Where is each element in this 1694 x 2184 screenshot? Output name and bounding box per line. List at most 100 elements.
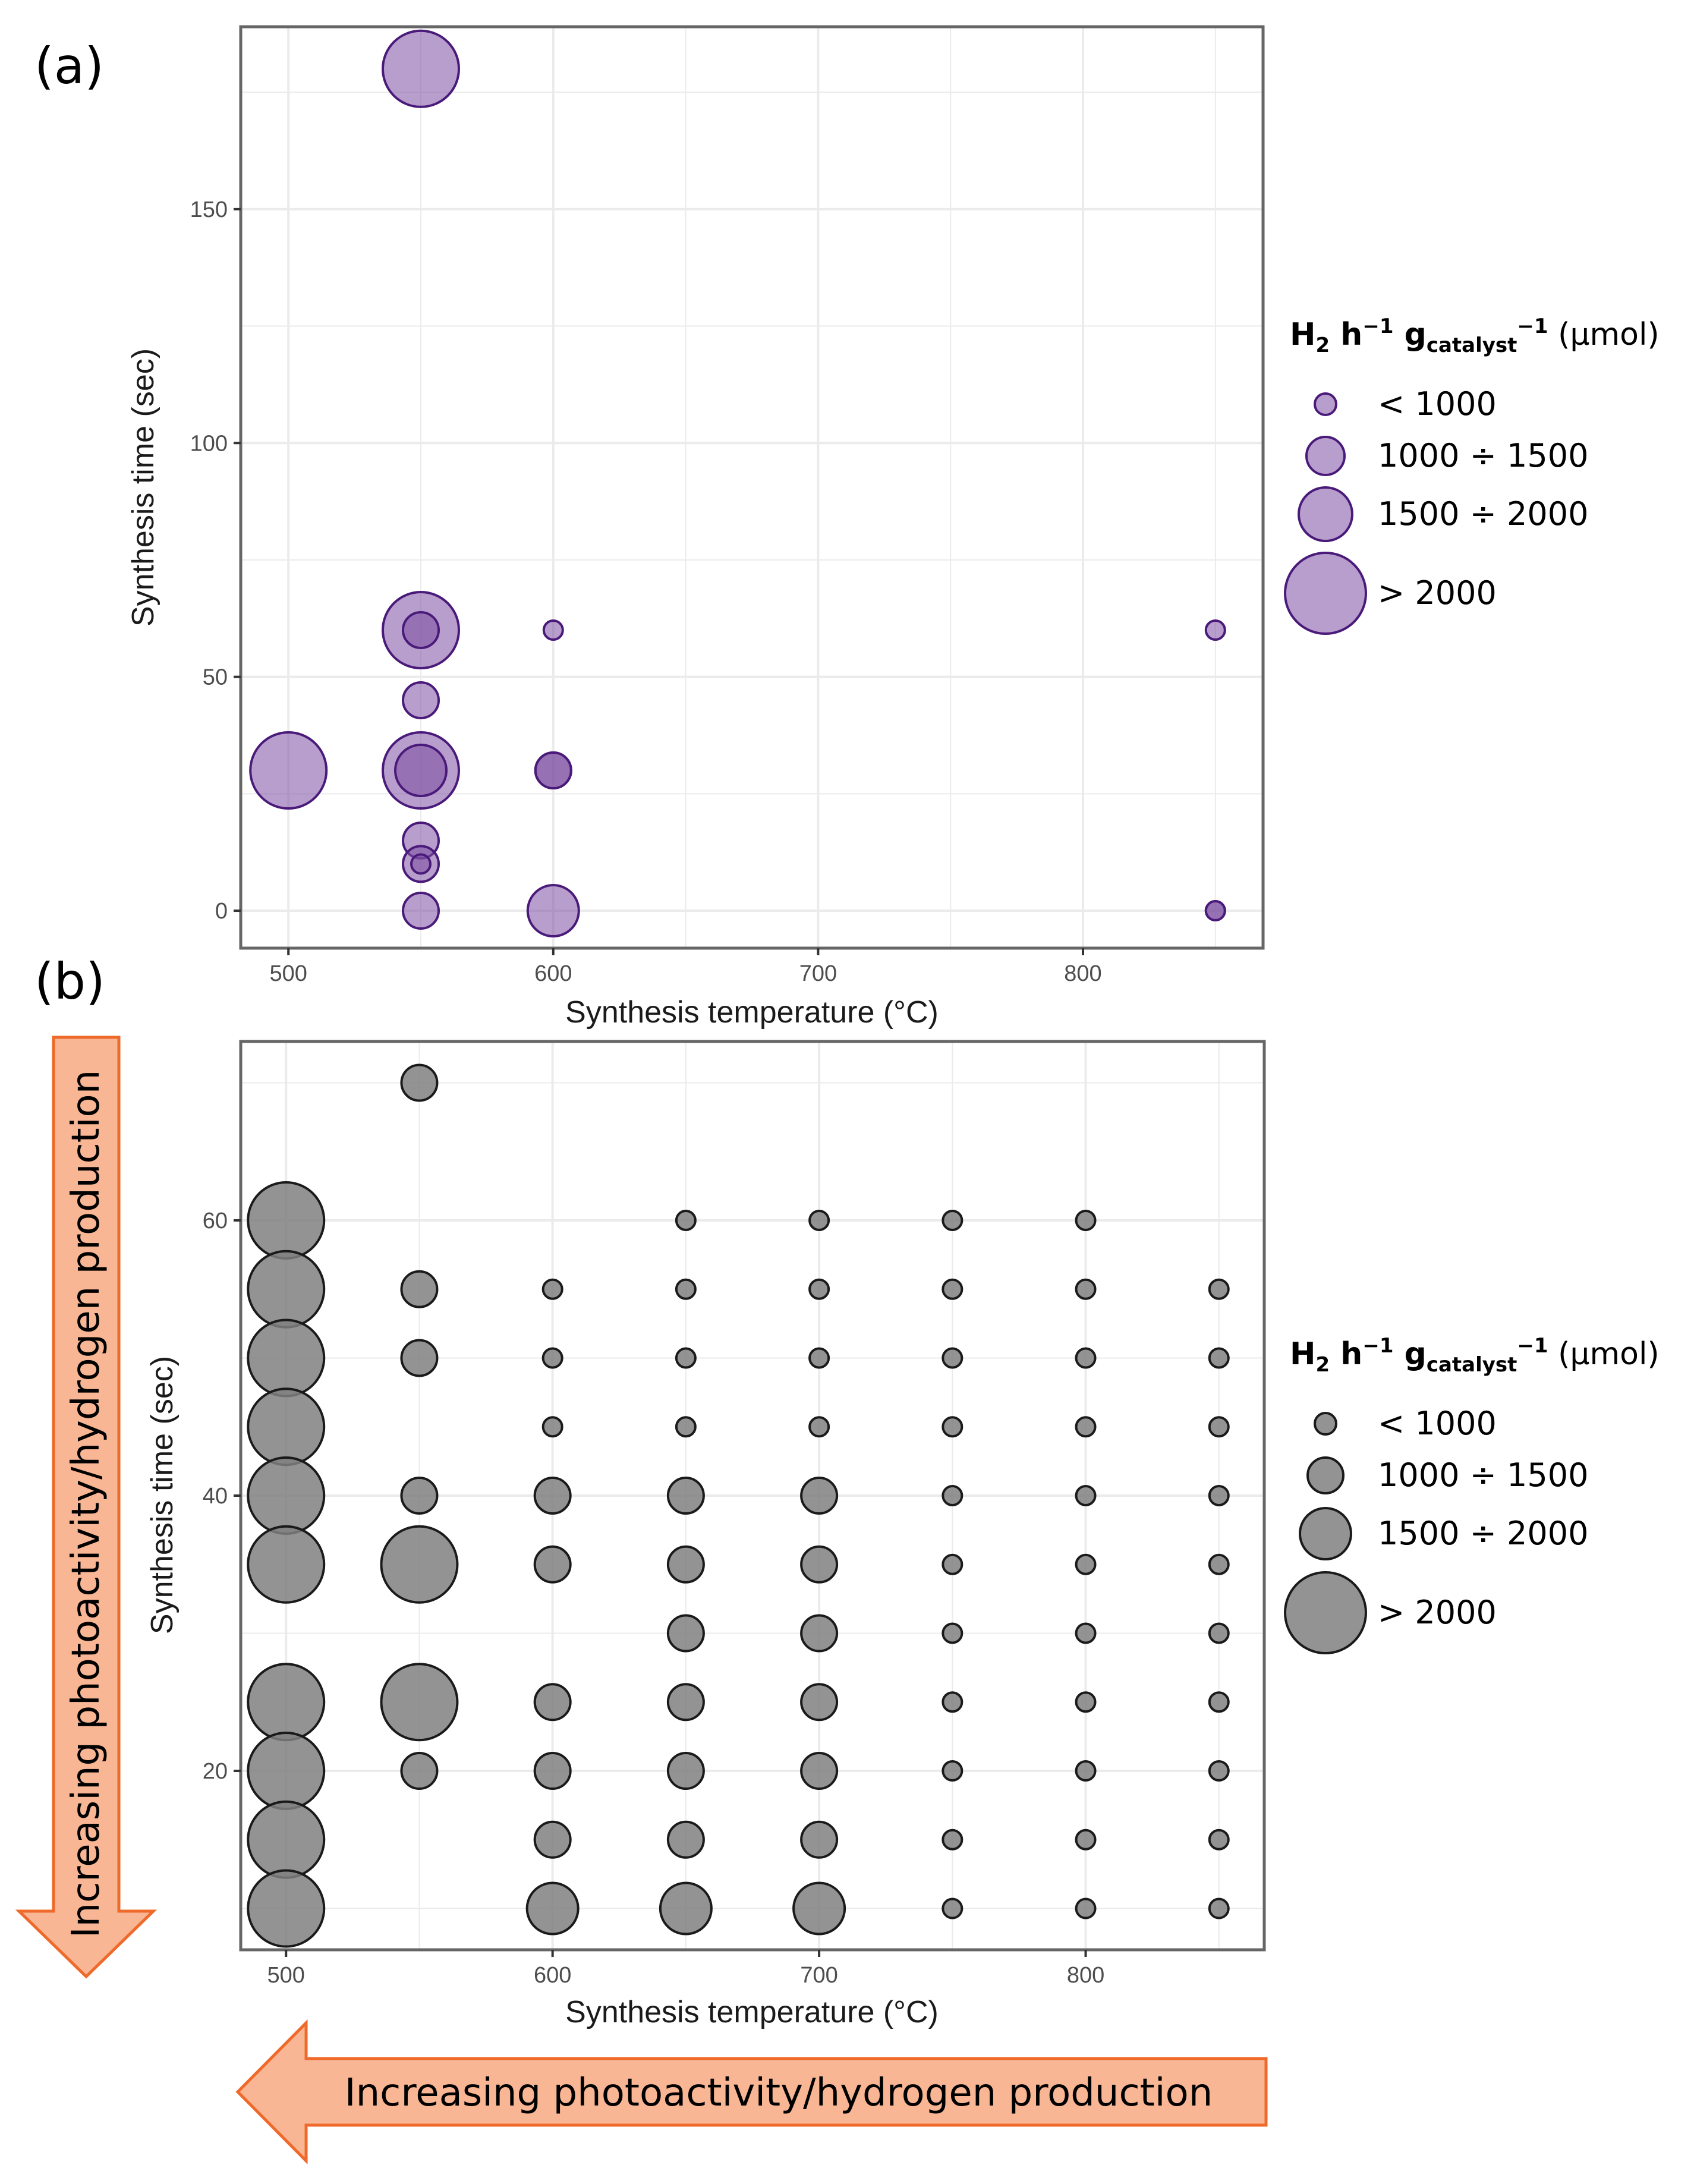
data-point: [1208, 1829, 1230, 1851]
legend-title-part: (μmol): [1548, 317, 1660, 353]
data-point: [800, 1683, 839, 1722]
data-point: [675, 1278, 697, 1300]
data-point: [666, 1614, 705, 1653]
horizontal-arrow-label: Increasing photoactivity/hydrogen produc…: [345, 2071, 1213, 2115]
data-point: [1208, 1416, 1230, 1438]
data-point: [808, 1416, 830, 1438]
legend-title-part: H: [1290, 1336, 1316, 1372]
data-point: [541, 1278, 563, 1300]
tick-label-y: 100: [190, 431, 228, 456]
legend-title-part: catalyst: [1427, 1353, 1517, 1377]
data-point: [666, 1820, 705, 1859]
vertical-arrow-shape: [15, 1036, 158, 1979]
legend-label: 1000 ÷ 1500: [1378, 1456, 1588, 1494]
panel-a-points: [249, 29, 1226, 938]
data-point: [800, 1545, 839, 1584]
data-point: [1075, 1278, 1097, 1300]
data-point: [942, 1416, 963, 1438]
legend-title-part: H: [1290, 317, 1316, 353]
data-point: [800, 1477, 839, 1515]
data-point: [675, 1209, 697, 1231]
legend-title-part: −1: [1362, 1334, 1393, 1358]
legend-key-circle: [1305, 436, 1346, 476]
legend-key-circle: [1284, 552, 1367, 635]
data-point: [1204, 900, 1226, 922]
tick-label-x: 500: [270, 961, 307, 986]
panel-b-chart: 500 600 700 800 20 40 60 Synthesis temperature…: [145, 1040, 1266, 2029]
data-point: [1075, 1829, 1097, 1851]
legend-title-part: h: [1330, 317, 1362, 353]
legend-label: 1500 ÷ 2000: [1378, 1515, 1588, 1552]
data-point: [247, 1732, 326, 1811]
data-point: [394, 744, 448, 798]
data-point: [400, 1270, 439, 1308]
data-point: [534, 751, 572, 790]
data-point: [400, 1752, 439, 1790]
data-point: [942, 1760, 963, 1782]
data-point: [800, 1752, 839, 1790]
legend-label: 1500 ÷ 2000: [1378, 495, 1588, 533]
data-point: [247, 1387, 326, 1467]
legend-label: > 2000: [1378, 574, 1497, 612]
tick-label-y: 150: [190, 197, 228, 222]
data-point: [1208, 1485, 1230, 1506]
tick-label-x: 600: [534, 1963, 571, 1988]
data-point: [942, 1829, 963, 1851]
panel-b-xlabel: Synthesis temperature (°C): [565, 1995, 939, 2029]
data-point: [247, 1181, 326, 1260]
data-point: [666, 1545, 705, 1584]
data-point: [942, 1209, 963, 1231]
data-point: [1075, 1622, 1097, 1644]
panel-label-b: (b): [34, 952, 105, 1011]
data-point: [533, 1477, 572, 1515]
data-point: [942, 1485, 963, 1506]
data-point: [1075, 1485, 1097, 1506]
tick-label-x: 600: [534, 961, 572, 986]
data-point: [247, 1318, 326, 1398]
tick-label-x: 700: [800, 1963, 837, 1988]
tick-label-y: 60: [203, 1209, 228, 1233]
data-point: [380, 1663, 459, 1742]
data-point: [800, 1614, 839, 1653]
data-point: [542, 619, 564, 641]
legend-key-circle: [1284, 1571, 1367, 1654]
panel-label-a: (a): [34, 37, 104, 95]
data-point: [1208, 1553, 1230, 1575]
legend-title: H2 h−1 gcatalyst−1 (μmol): [1290, 314, 1660, 357]
data-point: [247, 1250, 326, 1329]
data-point: [402, 681, 440, 719]
data-point: [1208, 1691, 1230, 1713]
data-point: [1075, 1897, 1097, 1919]
data-point: [541, 1347, 563, 1369]
data-point: [380, 1525, 459, 1604]
data-point: [400, 1477, 439, 1515]
vertical-arrow: Increasing photoactivity/hydrogen produc…: [15, 1036, 158, 1979]
legend-key-circle: [1298, 486, 1353, 542]
data-point: [402, 610, 440, 649]
data-point: [249, 731, 328, 810]
data-point: [533, 1545, 572, 1584]
panel-a-border: [239, 25, 1265, 950]
tick-label-x: 700: [799, 961, 837, 986]
data-point: [541, 1416, 563, 1438]
data-point: [400, 1339, 439, 1377]
data-point: [400, 1063, 439, 1102]
tick-label-y: 50: [203, 665, 228, 690]
legend-key-circle: [1314, 1412, 1337, 1436]
data-point: [942, 1691, 963, 1713]
data-point: [525, 1881, 580, 1936]
tick-label-y: 20: [203, 1759, 228, 1784]
legend-title-part: −1: [1517, 314, 1548, 338]
panel-b-ylabel: Synthesis time (sec): [145, 1356, 180, 1634]
legend-label: < 1000: [1378, 1405, 1497, 1442]
horizontal-arrow: Increasing photoactivity/hydrogen produc…: [235, 2019, 1268, 2165]
data-point: [808, 1347, 830, 1369]
data-point: [1208, 1278, 1230, 1300]
legend-key-circle: [1314, 392, 1337, 416]
data-point: [247, 1525, 326, 1604]
panel-a-grid: [241, 27, 1263, 948]
data-point: [1075, 1347, 1097, 1369]
